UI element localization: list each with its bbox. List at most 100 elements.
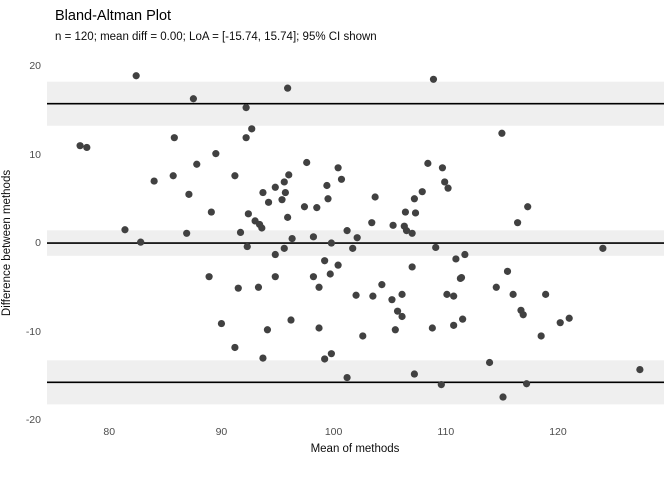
- data-point: [217, 319, 226, 328]
- data-point: [459, 315, 467, 323]
- data-point: [280, 178, 288, 186]
- data-point: [503, 267, 512, 275]
- data-point: [410, 195, 418, 203]
- data-point: [234, 284, 242, 292]
- data-point: [288, 235, 296, 243]
- data-point: [485, 358, 494, 367]
- data-point: [408, 263, 416, 271]
- data-point: [189, 95, 197, 103]
- data-point: [542, 290, 550, 298]
- data-point: [343, 373, 351, 382]
- data-point: [170, 134, 178, 142]
- data-point: [492, 283, 500, 291]
- x-tick-label: 90: [215, 426, 228, 438]
- data-point: [284, 213, 292, 221]
- data-point: [418, 188, 426, 196]
- data-point: [359, 332, 367, 340]
- data-point: [402, 227, 411, 235]
- data-point: [193, 160, 201, 168]
- data-point: [441, 178, 449, 186]
- data-point: [452, 255, 460, 263]
- data-point: [309, 233, 318, 241]
- data-point: [398, 290, 406, 298]
- data-point: [636, 365, 644, 374]
- data-point: [280, 244, 288, 252]
- data-point: [242, 134, 250, 142]
- data-point: [443, 290, 451, 298]
- y-tick-label: -20: [25, 414, 41, 427]
- data-point: [389, 221, 397, 229]
- data-point: [428, 324, 436, 332]
- data-point: [450, 321, 458, 329]
- data-point: [212, 150, 220, 158]
- data-point: [264, 198, 273, 206]
- data-point: [271, 183, 279, 191]
- data-point: [424, 159, 432, 167]
- y-tick-label: -10: [25, 325, 41, 338]
- data-point: [509, 290, 517, 298]
- data-point: [278, 196, 286, 204]
- data-point: [410, 370, 418, 378]
- y-tick-label: 10: [29, 148, 41, 161]
- x-tick-label: 80: [103, 426, 116, 438]
- data-point: [327, 350, 335, 358]
- data-point: [450, 292, 458, 300]
- data-point: [303, 158, 311, 167]
- data-point: [398, 312, 406, 321]
- data-point: [537, 332, 545, 340]
- data-point: [137, 238, 145, 246]
- data-point: [324, 195, 332, 203]
- data-point: [321, 355, 329, 363]
- data-point: [337, 175, 346, 183]
- data-point: [243, 242, 251, 251]
- data-point: [369, 292, 377, 300]
- data-point: [522, 380, 531, 388]
- data-point: [259, 188, 267, 197]
- data-point: [300, 203, 309, 211]
- data-point: [132, 72, 140, 80]
- data-point: [444, 184, 452, 192]
- data-point: [408, 229, 416, 237]
- data-point: [205, 273, 213, 281]
- data-point: [281, 188, 289, 197]
- data-point: [271, 273, 279, 281]
- data-point: [349, 244, 357, 252]
- data-point: [284, 84, 292, 92]
- data-point: [556, 319, 564, 327]
- data-point: [183, 229, 191, 237]
- x-axis-title: Mean of methods: [310, 443, 400, 455]
- data-point: [313, 204, 321, 212]
- data-point: [353, 234, 361, 242]
- data-point: [150, 177, 158, 185]
- data-point: [309, 273, 318, 281]
- data-point: [437, 381, 445, 389]
- data-point: [185, 190, 193, 198]
- data-point: [343, 227, 351, 235]
- data-point: [457, 273, 466, 282]
- data-point: [429, 75, 438, 83]
- data-point: [498, 129, 506, 137]
- x-tick-label: 100: [324, 426, 343, 438]
- data-point: [323, 181, 331, 190]
- data-point: [207, 208, 215, 216]
- data-point: [285, 171, 293, 179]
- data-point: [287, 316, 295, 324]
- data-point: [378, 281, 386, 289]
- data-point: [461, 250, 469, 259]
- data-point: [231, 172, 239, 180]
- y-tick-label: 20: [29, 60, 41, 73]
- data-point: [565, 314, 573, 322]
- data-point: [244, 210, 252, 218]
- data-point: [352, 291, 360, 299]
- data-point: [258, 224, 266, 232]
- data-point: [391, 326, 399, 334]
- data-point: [334, 261, 342, 269]
- data-point: [242, 104, 250, 112]
- data-point: [263, 326, 272, 334]
- data-point: [368, 219, 376, 227]
- data-point: [371, 193, 379, 201]
- y-tick-label: 0: [35, 237, 41, 250]
- data-point: [599, 244, 607, 252]
- chart-subtitle: n = 120; mean diff = 0.00; LoA = [-15.74…: [55, 31, 377, 43]
